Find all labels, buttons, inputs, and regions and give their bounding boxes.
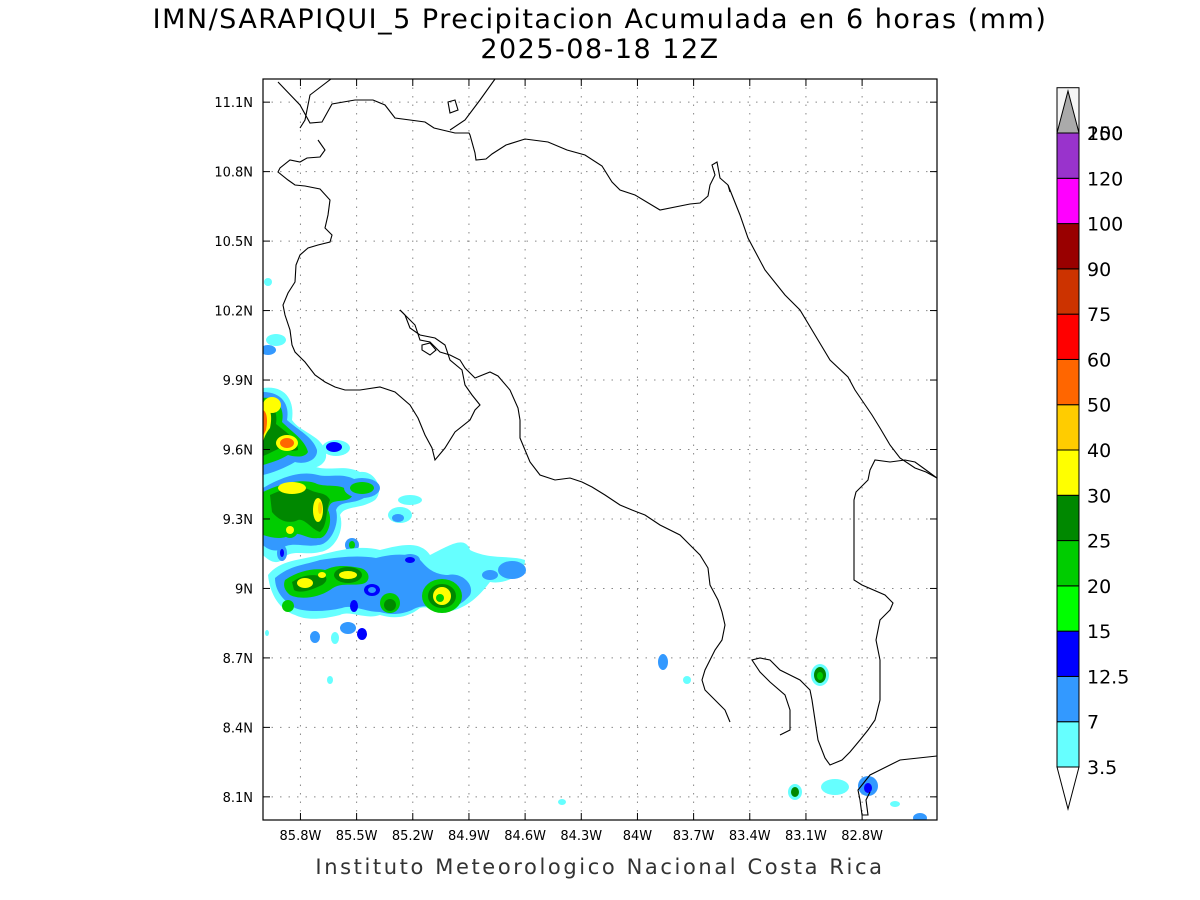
lon-tick-label: 84.6W (504, 829, 546, 844)
colorbar-label: 7 (1087, 712, 1099, 734)
lon-tick-label: 83.7W (673, 829, 715, 844)
colorbar-label: 20 (1087, 576, 1111, 598)
colorbar-label: 15 (1087, 621, 1111, 643)
lat-tick-label: 11.1N (214, 96, 253, 111)
colorbar-label: 12.5 (1087, 666, 1129, 688)
precip-cell-central (263, 278, 422, 563)
lon-tick-label: 85.2W (392, 829, 434, 844)
lat-tick-label: 10.2N (214, 305, 253, 320)
lon-tick-label: 83.1W (785, 829, 827, 844)
colorbar-swatch (1056, 313, 1080, 360)
colorbar-label: 3.5 (1087, 757, 1117, 779)
precip-cell-nw (263, 387, 327, 482)
lat-tick-label: 9.6N (223, 444, 253, 459)
colorbar-swatch (1056, 675, 1080, 723)
colorbar-label: 150 (1087, 123, 1123, 145)
colorbar-under-triangle (1056, 766, 1080, 811)
colorbar-label: 75 (1087, 304, 1111, 326)
colorbar-swatch (1056, 223, 1080, 270)
precipitation-field (263, 278, 927, 820)
precip-cell-se (558, 654, 927, 820)
colorbar-label: 60 (1087, 349, 1111, 371)
plot-frame (262, 78, 938, 821)
colorbar-label: 40 (1087, 440, 1111, 462)
colorbar-label: 50 (1087, 395, 1111, 417)
colorbar-swatch (1056, 630, 1080, 677)
lon-tick-label: 84.9W (448, 829, 490, 844)
lat-tick-label: 8.4N (223, 721, 253, 736)
lat-tick-label: 9N (235, 582, 253, 597)
colorbar-swatch (1056, 721, 1080, 768)
coastline (277, 79, 937, 816)
lon-tick-label: 84.3W (560, 829, 602, 844)
colorbar-label: 120 (1087, 168, 1123, 190)
chart-subtitle: 2025-08-18 12Z (480, 34, 720, 65)
lon-tick-label: 84W (623, 829, 653, 844)
footer-credit: Instituto Meteorologico Nacional Costa R… (315, 855, 885, 879)
colorbar-swatch (1056, 404, 1080, 451)
colorbar-swatch (1056, 540, 1080, 587)
lat-tick-label: 9.9N (223, 374, 253, 389)
colorbar-swatch (1056, 449, 1080, 496)
colorbar-swatch (1056, 358, 1080, 406)
lon-tick-label: 82.8W (841, 829, 883, 844)
colorbar-label: 30 (1087, 485, 1111, 507)
lat-tick-label: 9.3N (223, 513, 253, 528)
lat-tick-label: 10.5N (214, 235, 253, 250)
lon-tick-label: 85.5W (336, 829, 378, 844)
colorbar-label: 90 (1087, 259, 1111, 281)
colorbar-label: 25 (1087, 531, 1111, 553)
colorbar-swatch (1056, 494, 1080, 542)
colorbar-swatch (1056, 177, 1080, 225)
precip-cell-sw (265, 542, 526, 684)
colorbar-label: 100 (1087, 214, 1123, 236)
lat-tick-label: 10.8N (214, 166, 253, 181)
map-gridlines (263, 79, 937, 820)
lon-tick-label: 85.8W (280, 829, 322, 844)
colorbar-label: 200 (1087, 123, 1123, 145)
colorbar-swatch (1056, 132, 1080, 179)
lat-tick-label: 8.1N (223, 791, 253, 806)
colorbar-over-triangle (1056, 89, 1080, 134)
lat-tick-label: 8.7N (223, 652, 253, 667)
colorbar-swatch (1056, 268, 1080, 315)
axis-ticks: 85.8W 85.5W 85.2W 84.9W 84.6W 84.3W 84W 83.7W 83… (214, 79, 937, 844)
colorbar-swatch (1056, 585, 1080, 632)
lon-tick-label: 83.4W (729, 829, 771, 844)
chart-title: IMN/SARAPIQUI_5 Precipitacion Acumulada … (152, 4, 1048, 35)
